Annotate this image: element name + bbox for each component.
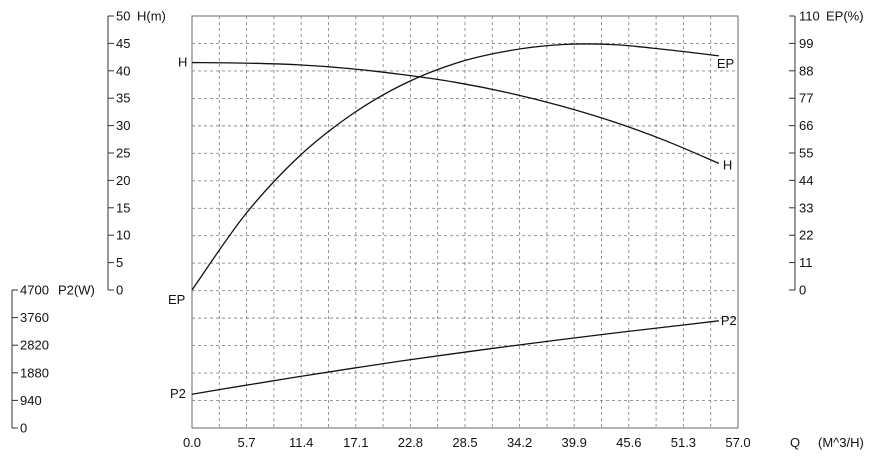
curve-h xyxy=(191,61,720,165)
curve-label-ep-start: EP xyxy=(168,292,185,307)
h-axis-tick-label: 0 xyxy=(116,283,123,298)
ep-axis-tick-label: 55 xyxy=(799,146,813,161)
h-axis-tick-label: 45 xyxy=(116,36,130,51)
x-axis-tick-label: 57.0 xyxy=(725,435,750,450)
ep-axis-tick-label: 99 xyxy=(799,36,813,51)
h-axis-tick-label: 50 xyxy=(116,9,130,24)
curve-ep xyxy=(191,43,719,291)
curve-label-h-end: H xyxy=(723,157,732,172)
curve-p2 xyxy=(191,320,719,395)
x-axis-tick-label: 51.3 xyxy=(671,435,696,450)
h-axis-tick-label: 15 xyxy=(116,200,130,215)
p2-axis-tick-label: 2820 xyxy=(20,338,49,353)
x-axis-tick-label: 34.2 xyxy=(507,435,532,450)
ep-axis-tick-label: 110 xyxy=(799,9,820,24)
curve-label-ep-end: EP xyxy=(717,56,734,71)
h-axis-tick-label: 5 xyxy=(116,255,123,270)
h-axis-tick-label: 30 xyxy=(116,118,130,133)
ep-axis-tick-label: 11 xyxy=(799,255,813,270)
x-axis-unit: (M^3/H) xyxy=(818,435,864,450)
p2-axis-tick-label: 1880 xyxy=(20,365,49,380)
h-axis-tick-label: 40 xyxy=(116,63,130,78)
chart-axes: 0 5 10 15 20 25 30 35 40 45 50 H(m) 0 940 1880 2820 3760… xyxy=(11,9,864,450)
h-axis-tick-label: 10 xyxy=(116,228,130,243)
x-axis-tick-label: 17.1 xyxy=(343,435,368,450)
x-axis-tick-label: 22.8 xyxy=(398,435,423,450)
chart-curves xyxy=(191,43,720,395)
curve-label-h-start: H xyxy=(178,55,187,70)
p2-axis-tick-label: 940 xyxy=(20,393,42,408)
p2-axis-title: P2(W) xyxy=(58,283,95,298)
curve-label-p2-start: P2 xyxy=(170,386,186,401)
h-axis-tick-label: 25 xyxy=(116,146,130,161)
curve-label-p2-end: P2 xyxy=(721,313,737,328)
ep-axis-tick-label: 33 xyxy=(799,200,813,215)
ep-axis-title: EP(%) xyxy=(826,9,864,24)
ep-axis-tick-label: 22 xyxy=(799,228,813,243)
ep-axis-tick-label: 66 xyxy=(799,118,813,133)
x-axis-tick-label: 45.6 xyxy=(616,435,641,450)
x-axis-tick-label: 28.5 xyxy=(452,435,477,450)
x-axis-tick-label: 5.7 xyxy=(238,435,256,450)
x-axis-tick-label: 39.9 xyxy=(562,435,587,450)
p2-axis-tick-label: 3760 xyxy=(20,310,49,325)
p2-axis-tick-label: 4700 xyxy=(20,283,49,298)
ep-axis-tick-label: 0 xyxy=(799,283,806,298)
h-axis-title: H(m) xyxy=(137,9,166,24)
ep-axis-tick-label: 44 xyxy=(799,173,813,188)
x-axis-tick-label: 11.4 xyxy=(289,435,313,450)
x-axis-title: Q xyxy=(790,435,800,450)
h-axis-tick-label: 20 xyxy=(116,173,130,188)
x-axis-tick-label: 0.0 xyxy=(183,435,201,450)
ep-axis-tick-label: 77 xyxy=(799,91,813,106)
p2-axis-tick-label: 0 xyxy=(20,421,27,436)
chart-labels: H H EP EP P2 P2 xyxy=(168,55,737,402)
h-axis-tick-label: 35 xyxy=(116,91,130,106)
ep-axis-tick-label: 88 xyxy=(799,63,813,78)
chart-grid xyxy=(191,15,739,429)
